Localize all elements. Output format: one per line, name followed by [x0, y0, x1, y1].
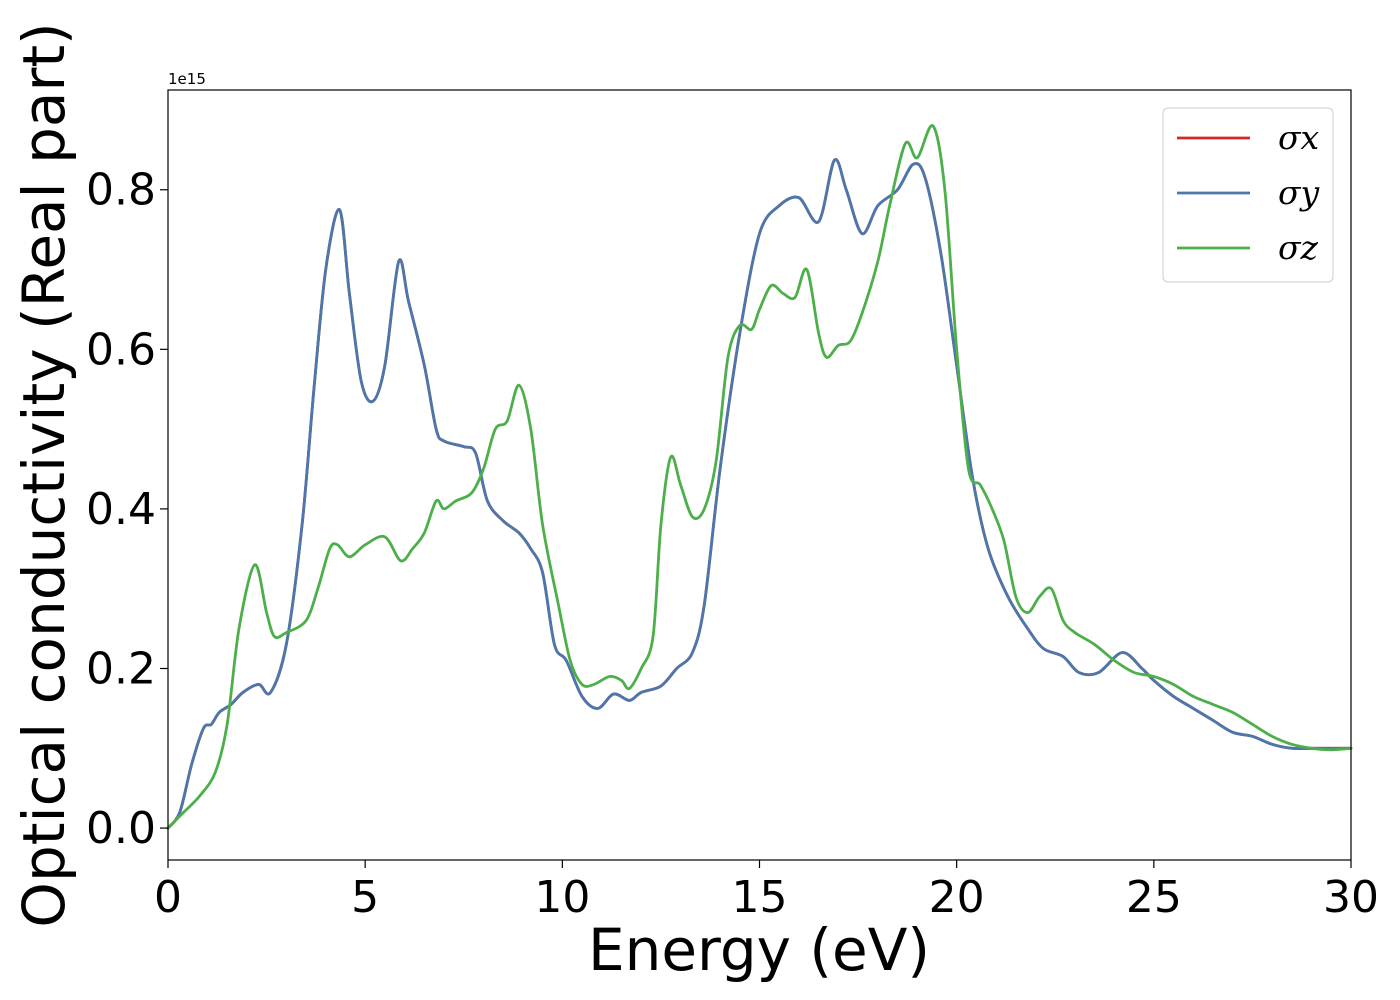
legend-label: σz: [1278, 228, 1319, 267]
x-tick-label: 20: [929, 872, 985, 923]
series-layer: [166, 124, 1353, 830]
legend-entry-sigma-y: σy: [1177, 173, 1320, 212]
y-offset-label: 1e15: [168, 70, 206, 88]
y-tick-label: 0.6: [86, 324, 156, 375]
y-tick-label: 0.0: [86, 803, 156, 854]
legend: σx σy σz: [1162, 107, 1334, 283]
legend-box: [1162, 107, 1334, 283]
legend-label: σx: [1278, 118, 1320, 157]
y-axis-ticks: 0.0 0.2 0.4 0.6 0.8: [86, 165, 168, 854]
legend-entry-sigma-z: σz: [1177, 228, 1319, 267]
y-tick-label: 0.4: [86, 484, 156, 535]
x-tick-label: 25: [1126, 872, 1182, 923]
x-axis-ticks: 0 5 10 15 20 25 30: [154, 860, 1379, 923]
x-tick-label: 15: [732, 872, 788, 923]
legend-label: σy: [1278, 173, 1320, 212]
series-line-sigma-z: [166, 124, 1353, 830]
legend-entry-sigma-x: σx: [1177, 118, 1320, 157]
x-tick-label: 5: [351, 872, 379, 923]
y-axis-title: Optical conductivity (Real part): [10, 22, 78, 927]
x-tick-label: 0: [154, 872, 182, 923]
x-axis-title: Energy (eV): [588, 916, 930, 984]
legend-entries: σx σy σz: [1177, 118, 1320, 267]
x-tick-label: 30: [1323, 872, 1379, 923]
series-line-sigma-y: [166, 158, 1353, 830]
x-tick-label: 10: [534, 872, 590, 923]
y-tick-label: 0.2: [86, 643, 156, 694]
y-tick-label: 0.8: [86, 165, 156, 216]
